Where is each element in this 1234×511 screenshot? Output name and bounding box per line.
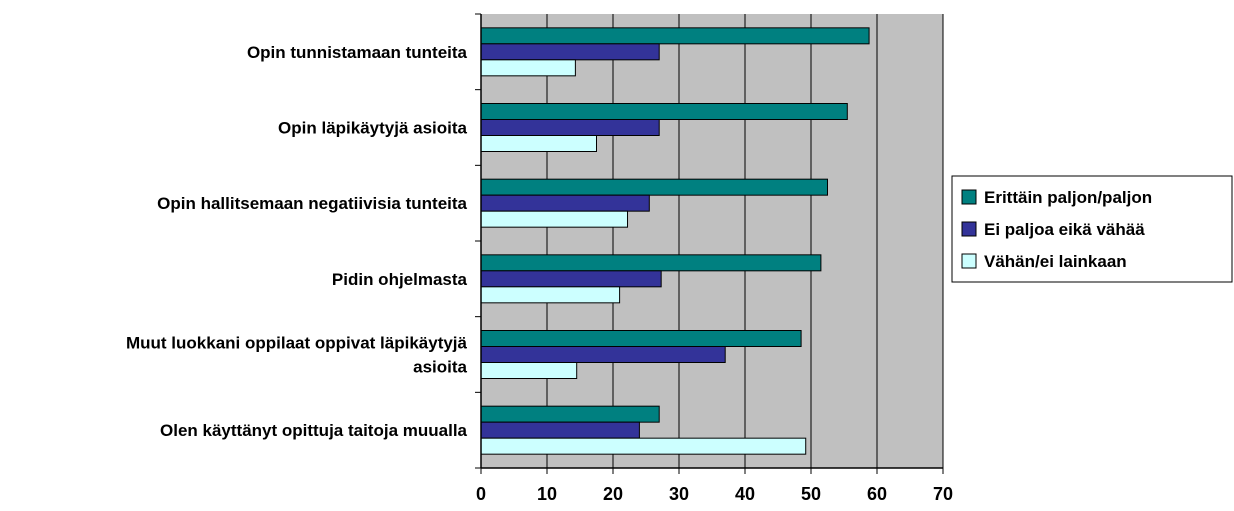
x-tick-label: 0 (476, 484, 486, 504)
bar-3-cat-1 (480, 59, 576, 77)
bar-1-cat-3 (480, 178, 828, 196)
bar-1-cat-4 (480, 254, 822, 272)
x-tick-label: 10 (537, 484, 557, 504)
bar-3-cat-4 (480, 286, 621, 304)
bar-3-cat-5 (480, 362, 578, 379)
bar-3-cat-2 (480, 135, 597, 152)
bar-2-cat-4 (480, 270, 662, 288)
legend-swatch-1 (961, 189, 977, 205)
category-label: asioita (413, 358, 467, 377)
x-tick-label: 60 (867, 484, 887, 504)
legend-label-3: Vähän/ei lainkaan (984, 252, 1127, 271)
bar-1-cat-2 (480, 103, 848, 120)
x-tick-label: 20 (603, 484, 623, 504)
category-label: Olen käyttänyt opittuja taitoja muualla (160, 421, 468, 440)
legend-box (951, 175, 1233, 283)
x-tick-label: 70 (933, 484, 953, 504)
category-label: Pidin ohjelmasta (332, 270, 468, 289)
category-label: Opin hallitsemaan negatiivisia tunteita (157, 194, 467, 213)
legend-swatch-2 (961, 221, 977, 237)
bar-1-cat-1 (480, 27, 870, 45)
x-tick-label: 30 (669, 484, 689, 504)
category-label: Opin tunnistamaan tunteita (247, 43, 468, 62)
legend-swatch-3 (961, 253, 977, 269)
bar-2-cat-2 (480, 119, 660, 136)
x-tick-label: 40 (735, 484, 755, 504)
category-label: Opin läpikäytyjä asioita (278, 119, 468, 138)
bar-3-cat-3 (480, 210, 629, 228)
plot-area (481, 14, 943, 468)
bar-1-cat-6 (480, 405, 660, 423)
bar-2-cat-6 (480, 421, 640, 439)
bar-1-cat-5 (480, 330, 802, 347)
x-tick-label: 50 (801, 484, 821, 504)
legend-label-2: Ei paljoa eikä vähää (984, 220, 1145, 239)
category-label: Muut luokkani oppilaat oppivat läpikäyty… (126, 334, 468, 353)
bar-2-cat-3 (480, 194, 650, 212)
bar-3-cat-6 (480, 437, 807, 455)
legend-label-1: Erittäin paljon/paljon (984, 188, 1152, 207)
bar-2-cat-1 (480, 43, 660, 61)
bar-2-cat-5 (480, 346, 726, 363)
